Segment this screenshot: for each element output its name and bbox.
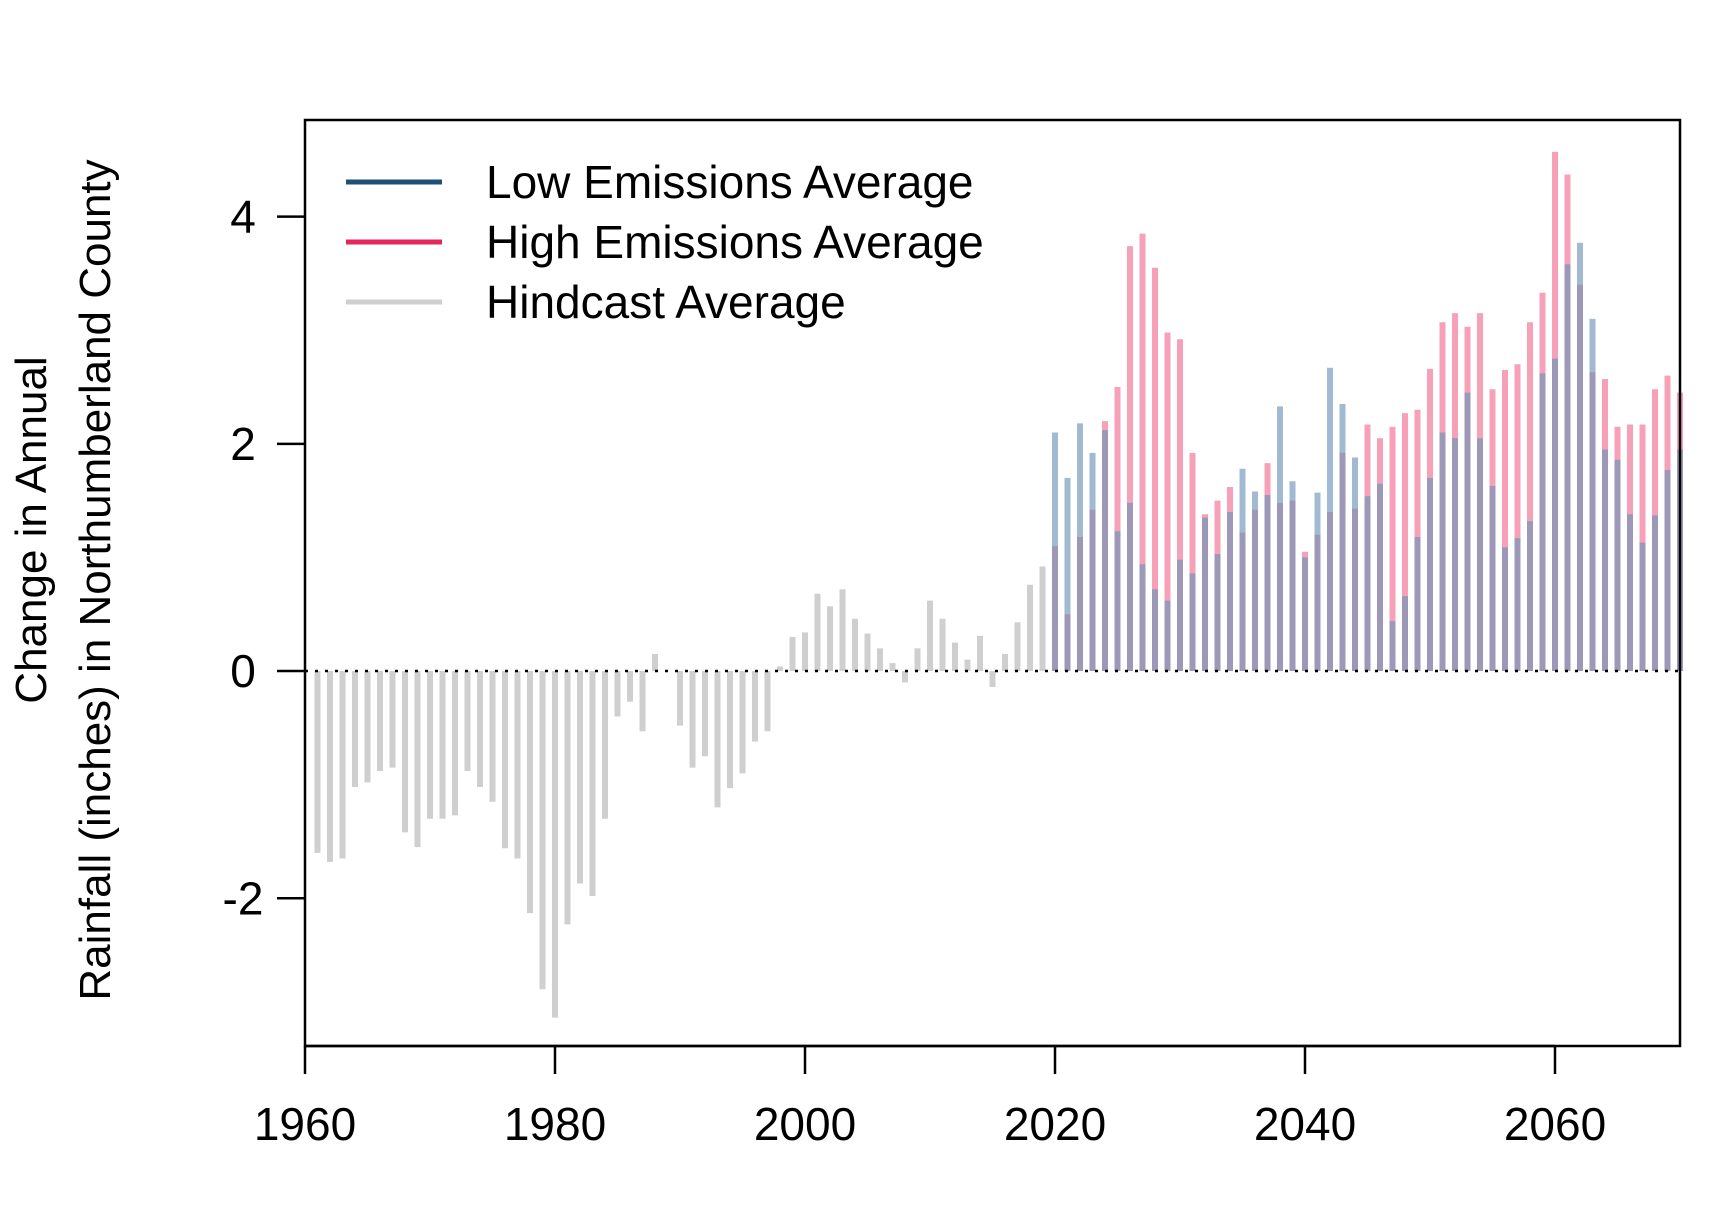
- legend-hindcast-label: Hindcast Average: [486, 276, 846, 328]
- x-tick-label-1980: 1980: [504, 1098, 606, 1150]
- legend-low-emissions-label: Low Emissions Average: [486, 156, 974, 208]
- hindcast-bars: [314, 566, 1046, 1018]
- x-tick-label-2060: 2060: [1504, 1098, 1606, 1150]
- y-axis-title-line1: Change in Annual: [7, 356, 56, 703]
- x-tick-label-2000: 2000: [754, 1098, 856, 1150]
- x-axis: 1960 1980 2000 2020 2040 2060: [254, 1044, 1606, 1150]
- y-tick-label-0: 0: [230, 645, 256, 697]
- legend-high-emissions-label: High Emissions Average: [486, 216, 984, 268]
- y-axis: -2 0 2 4: [223, 191, 305, 924]
- legend: Low Emissions Average High Emissions Aver…: [346, 156, 984, 328]
- y-tick-label--2: -2: [223, 872, 264, 924]
- x-tick-label-2020: 2020: [1004, 1098, 1106, 1150]
- low-emissions-bars: [1052, 242, 1683, 672]
- y-tick-label-2: 2: [230, 418, 256, 470]
- x-tick-label-2040: 2040: [1254, 1098, 1356, 1150]
- x-tick-label-1960: 1960: [254, 1098, 356, 1150]
- y-tick-label-4: 4: [230, 191, 256, 243]
- y-axis-title-line2: Rainfall (inches) in Northumberland Coun…: [71, 159, 120, 1000]
